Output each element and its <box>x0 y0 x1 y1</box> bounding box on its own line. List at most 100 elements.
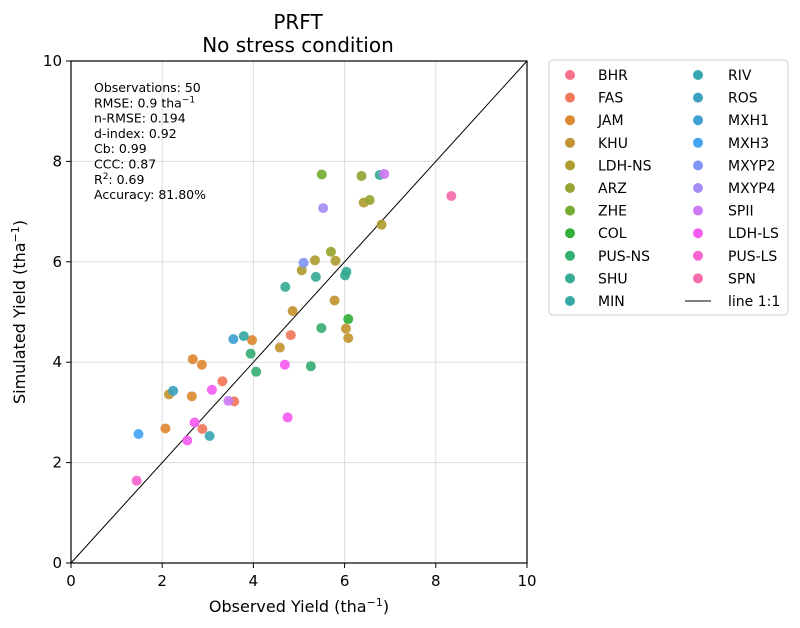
point-shu <box>341 266 352 277</box>
legend-marker <box>693 70 703 80</box>
y-tick-label: 10 <box>43 52 62 70</box>
legend-label: MXYP4 <box>728 181 776 197</box>
point-ldh-ls <box>189 417 200 428</box>
legend-item: PUS-NS <box>565 249 650 265</box>
point-mxyp2 <box>298 257 309 268</box>
legend-item: LDH-NS <box>565 158 652 174</box>
legend-label: MXYP2 <box>728 158 776 174</box>
legend-label: SPN <box>728 271 756 287</box>
legend-marker <box>693 115 703 126</box>
point-mxyp4 <box>318 203 329 214</box>
stat-r2: R2: 0.69 <box>94 172 144 187</box>
legend-marker <box>565 183 575 193</box>
legend-marker <box>565 205 575 216</box>
legend-marker <box>565 250 575 261</box>
legend-item: BHR <box>565 68 628 84</box>
data-points <box>131 168 457 486</box>
legend-marker <box>565 137 575 148</box>
point-khu <box>287 305 298 316</box>
point-fas <box>285 330 296 341</box>
legend-item: line 1:1 <box>685 294 780 310</box>
legend-marker <box>693 273 703 284</box>
x-tick-label: 10 <box>517 572 536 590</box>
x-axis-label: Observed Yield (tha−1) <box>209 596 389 617</box>
point-shu <box>310 271 321 282</box>
legend-item: PUS-LS <box>693 249 777 265</box>
y-tick-label: 8 <box>52 152 62 170</box>
legend-label: LDH-NS <box>598 158 652 174</box>
legend-label: ARZ <box>598 181 627 197</box>
legend-label: KHU <box>598 136 628 152</box>
stat-nrmse: n-RMSE: 0.194 <box>94 111 186 126</box>
legend-item: JAM <box>565 113 624 129</box>
point-pus-ns <box>251 366 262 377</box>
legend-label: SPII <box>728 204 754 220</box>
stat-obs: Observations: 50 <box>94 80 201 95</box>
legend-item: COL <box>565 226 627 242</box>
reference-line-1-1 <box>70 60 528 564</box>
stat-cb: Cb: 0.99 <box>94 141 147 156</box>
point-arz <box>364 195 375 206</box>
point-arz <box>356 170 367 181</box>
legend-marker <box>693 92 703 103</box>
legend-item: SPII <box>693 204 754 220</box>
legend-marker <box>693 137 703 148</box>
point-pus-ns <box>305 361 316 372</box>
legend-label: FAS <box>598 91 623 107</box>
point-jam <box>196 359 207 370</box>
legend-marker <box>693 160 703 171</box>
legend-item: SHU <box>565 271 628 287</box>
legend-label: PUS-LS <box>728 249 777 265</box>
point-spii <box>379 168 390 179</box>
legend-marker <box>565 92 575 103</box>
legend-label: ZHE <box>598 204 627 220</box>
point-arz <box>325 246 336 257</box>
legend-item: ZHE <box>565 204 627 220</box>
legend-item: MXYP4 <box>693 181 776 197</box>
point-ldh-ns <box>309 255 320 266</box>
legend-marker <box>565 273 575 284</box>
point-mxh1 <box>228 334 239 345</box>
point-riv <box>204 430 215 441</box>
point-min <box>238 331 249 342</box>
legend-frame <box>548 59 789 316</box>
point-zhe <box>316 169 327 180</box>
legend-item: ROS <box>693 91 758 107</box>
legend-label: ROS <box>728 91 758 107</box>
plot-frame <box>70 60 528 564</box>
legend-label: MXH3 <box>728 136 769 152</box>
point-jam <box>186 391 197 402</box>
legend-label: JAM <box>597 113 624 129</box>
legend-marker <box>693 228 703 239</box>
legend-item: LDH-LS <box>693 226 779 242</box>
legend-marker <box>565 70 575 80</box>
point-fas <box>197 423 208 434</box>
point-jam <box>187 354 198 365</box>
stat-ccc: CCC: 0.87 <box>94 157 156 172</box>
legend-marker <box>565 296 575 306</box>
legend-item: MXH3 <box>693 136 769 152</box>
point-pus-ns <box>245 348 256 359</box>
point-ldh-ns <box>296 265 307 276</box>
stat-rmse: RMSE: 0.9 tha−1 <box>94 95 195 110</box>
legend-item: SPN <box>693 271 756 287</box>
stat-dindex: d-index: 0.92 <box>94 126 177 141</box>
legend-item: FAS <box>565 91 623 107</box>
y-tick-label: 2 <box>52 454 62 472</box>
point-col <box>343 314 354 325</box>
legend-label: MIN <box>598 294 625 310</box>
point-ldh-ls <box>182 435 193 446</box>
y-axis-label: Simulated Yield (tha−1) <box>9 220 30 404</box>
legend-label: LDH-LS <box>728 226 779 242</box>
chart-subtitle: No stress condition <box>202 33 394 57</box>
point-spii <box>223 395 234 406</box>
legend: BHR FAS JAM KHU LDH-NS ARZ ZHE COL PUS-NS SHU MIN R… <box>548 59 789 316</box>
point-ldh-ls <box>282 412 293 423</box>
legend-label: PUS-NS <box>598 249 650 265</box>
point-ldh-ls <box>206 384 217 395</box>
legend-item: MIN <box>565 294 625 310</box>
legend-marker <box>565 228 575 239</box>
legend-marker <box>565 160 575 171</box>
